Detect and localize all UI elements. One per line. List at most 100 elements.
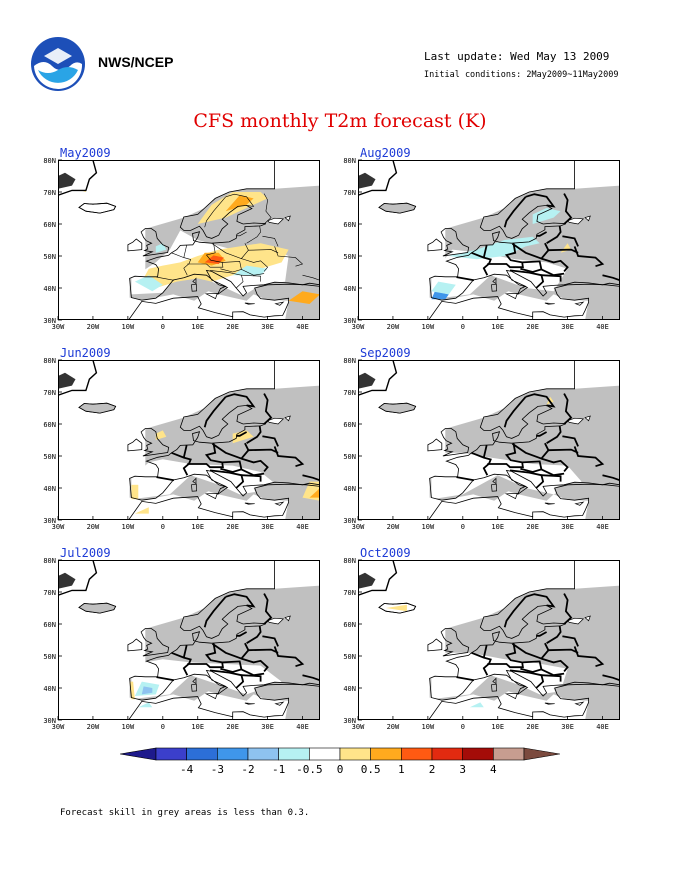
lake	[284, 615, 291, 622]
lon-label: 20E	[526, 723, 539, 731]
iceland	[78, 202, 117, 214]
lat-label: 80N	[343, 357, 356, 365]
lake	[566, 217, 585, 225]
country-border	[241, 674, 262, 682]
colorbar-tick-label: 2	[429, 763, 436, 776]
colorbar-swatch	[217, 747, 249, 761]
coastline	[544, 702, 555, 705]
country-border	[487, 443, 524, 469]
lat-label: 80N	[43, 557, 56, 565]
lon-label: 10W	[122, 723, 135, 731]
lat-label: 40N	[43, 685, 56, 693]
lon-label: 20E	[226, 323, 239, 331]
colorbar-tick-label: -3	[211, 763, 224, 776]
coastline	[491, 283, 498, 292]
country-border	[211, 642, 250, 660]
country-border	[236, 231, 247, 237]
lat-label: 80N	[343, 157, 356, 165]
lat-label: 70N	[43, 589, 56, 597]
lat-label: 30N	[43, 517, 56, 525]
country-border	[262, 235, 279, 247]
coastline	[427, 638, 443, 652]
anomaly-patch	[129, 681, 135, 700]
lat-label: 70N	[43, 389, 56, 397]
colorbar-tick-label: -4	[180, 763, 194, 776]
lon-label: 30E	[261, 723, 274, 731]
lon-label: 10E	[491, 523, 504, 531]
country-border	[548, 248, 579, 254]
country-border	[236, 631, 248, 637]
lon-label: 20W	[87, 323, 100, 331]
skill-note: Forecast skill in grey areas is less tha…	[60, 808, 310, 818]
coastline	[129, 360, 320, 501]
lat-label: 60N	[43, 421, 56, 429]
noaa-logo-icon	[31, 37, 85, 91]
country-border	[248, 648, 279, 654]
country-border	[241, 274, 261, 282]
agency-name: NWS/NCEP	[98, 54, 174, 70]
lon-label: 10W	[422, 523, 435, 531]
map-frame	[358, 560, 620, 720]
lat-label: 40N	[343, 285, 356, 293]
lon-label: 40E	[296, 323, 309, 331]
country-border	[503, 196, 527, 228]
country-border	[183, 245, 187, 258]
country-border	[562, 435, 579, 447]
coastline	[492, 277, 497, 285]
lon-label: 10W	[422, 323, 435, 331]
anomaly-patch	[138, 702, 153, 708]
lake	[584, 415, 591, 422]
lat-label: 80N	[43, 157, 56, 165]
country-border	[187, 643, 224, 669]
coastline	[244, 702, 255, 705]
colorbar-swatch	[431, 747, 463, 761]
lon-label: 30W	[52, 723, 65, 731]
lat-label: 70N	[343, 389, 356, 397]
coastline	[429, 560, 620, 701]
coastline	[204, 293, 218, 300]
country-border	[203, 596, 227, 628]
anomaly-patch	[431, 291, 449, 300]
country-border	[602, 274, 620, 282]
lat-label: 60N	[343, 221, 356, 229]
country-border	[548, 648, 579, 654]
lon-label: 40E	[596, 723, 609, 731]
lon-label: 30E	[261, 323, 274, 331]
country-border	[456, 276, 475, 282]
country-border	[241, 457, 269, 472]
coastline	[491, 483, 498, 492]
coastline	[274, 501, 285, 506]
coastline	[129, 160, 320, 301]
country-border	[562, 235, 579, 247]
lon-label: 10E	[191, 723, 204, 731]
country-border	[241, 474, 262, 482]
country-border	[171, 651, 192, 676]
coastline	[574, 701, 585, 706]
coastline	[504, 293, 518, 300]
anomaly-patch	[385, 604, 407, 612]
greenland-ice	[358, 172, 376, 189]
coastline	[192, 277, 197, 285]
map-frame	[358, 160, 620, 320]
lake	[584, 215, 591, 222]
country-border	[171, 252, 192, 276]
map-frame	[358, 360, 620, 520]
lon-label: 0	[461, 523, 465, 531]
country-border	[156, 276, 175, 281]
country-border	[541, 257, 569, 272]
anomaly-patch	[469, 702, 484, 708]
coastline	[504, 493, 518, 500]
lon-label: 0	[461, 723, 465, 731]
country-border	[246, 625, 262, 644]
country-border	[274, 246, 304, 267]
lon-label: 0	[461, 323, 465, 331]
low-skill-region	[553, 482, 620, 500]
lon-label: 30E	[561, 723, 574, 731]
colorbar-tick-label: -1	[272, 763, 285, 776]
lake	[266, 217, 285, 225]
coastline	[127, 638, 143, 652]
